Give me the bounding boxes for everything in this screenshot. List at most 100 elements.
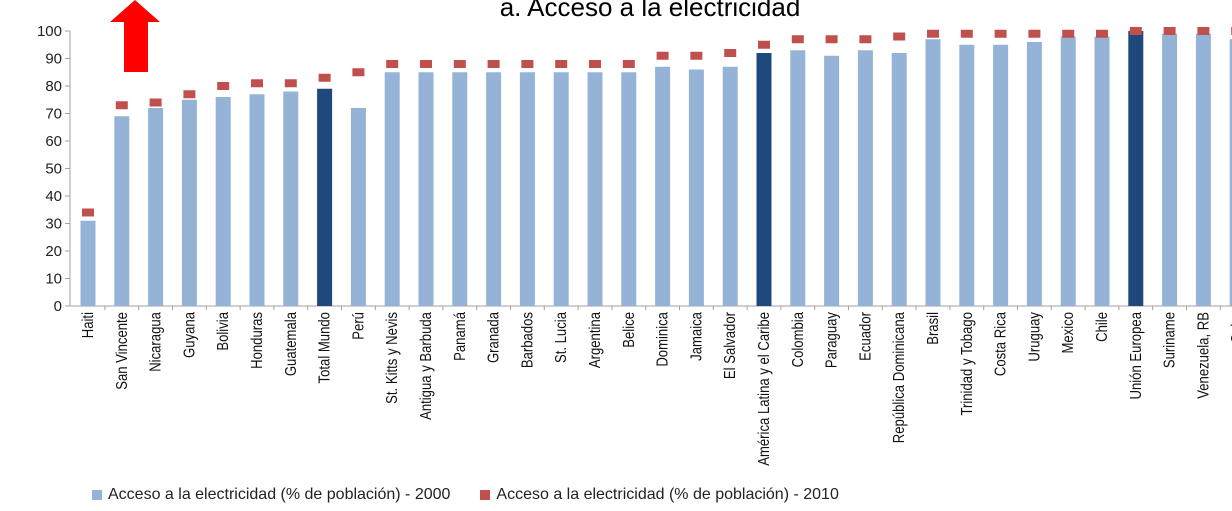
- marker-2010: [420, 60, 432, 68]
- bar-2000: [249, 94, 265, 306]
- x-tick-label: Chile: [1094, 312, 1111, 342]
- x-tick-label: El Salvador: [722, 312, 739, 379]
- marker-2010: [453, 60, 466, 68]
- bar-2000: [350, 108, 366, 306]
- bar-2000: [1162, 33, 1178, 306]
- y-tick-label: 30: [45, 216, 62, 233]
- x-tick-label: Dominica: [654, 311, 671, 366]
- x-tick-label: Antigua y Barbuda: [418, 311, 435, 420]
- bar-2000: [790, 50, 806, 306]
- x-tick-label: Nicaragua: [147, 311, 164, 372]
- x-tick-label: San Vincente: [114, 312, 131, 390]
- marker-2010: [1062, 29, 1075, 38]
- marker-2010: [555, 60, 568, 68]
- legend-label-2010: Acceso a la electricidad (% de población…: [496, 486, 839, 503]
- marker-2010: [1096, 29, 1108, 38]
- marker-2010: [927, 29, 939, 38]
- y-tick-label: 70: [45, 106, 62, 123]
- x-tick-label: Perú: [350, 312, 367, 340]
- bar-2000: [621, 72, 637, 306]
- marker-2010: [791, 35, 804, 44]
- marker-2010: [284, 79, 297, 88]
- y-tick-label: 20: [45, 243, 62, 260]
- marker-2010: [318, 73, 331, 82]
- legend-swatch-2010: [480, 490, 491, 500]
- legend-swatch-2000: [92, 490, 102, 500]
- bar-2000: [317, 88, 333, 306]
- x-tick-label: Bolivia: [215, 311, 232, 350]
- marker-2010: [622, 60, 635, 68]
- x-tick-label: Colombia: [790, 311, 807, 367]
- bar-2000: [181, 99, 197, 306]
- marker-2010: [859, 35, 872, 44]
- red-up-arrow-icon: [110, 0, 160, 72]
- bar-2000: [722, 66, 738, 306]
- x-tick-label: Costa Rica: [992, 311, 1009, 376]
- marker-2010: [352, 68, 365, 77]
- bar-2000: [148, 108, 164, 306]
- bar-2000: [384, 72, 400, 306]
- marker-2010: [960, 29, 973, 38]
- bar-2000: [519, 72, 535, 306]
- bar-2000: [80, 220, 96, 306]
- x-tick-label: América Latina y el Caribe: [756, 312, 773, 466]
- bar-2000: [824, 55, 840, 306]
- x-tick-label: Belice: [621, 312, 638, 348]
- bar-2000: [215, 97, 231, 306]
- marker-2010: [589, 60, 601, 68]
- marker-2010: [487, 60, 500, 68]
- marker-2010: [386, 60, 399, 68]
- bar-2000: [959, 44, 975, 306]
- x-tick-label: Suriname: [1161, 312, 1178, 368]
- marker-2010: [690, 51, 703, 60]
- bar-2000: [283, 91, 299, 306]
- y-tick-label: 50: [45, 161, 62, 178]
- x-tick-label: Honduras: [249, 312, 266, 369]
- bar-2000: [857, 50, 873, 306]
- legend-item-2010: Acceso a la electricidad (% de población…: [480, 486, 839, 504]
- bar-2000: [925, 39, 941, 306]
- legend: Acceso a la electricidad (% de población…: [92, 486, 869, 504]
- x-tick-label: St. Lucia: [553, 311, 570, 363]
- marker-2010: [521, 60, 534, 68]
- chart-title: a. Acceso a la electricidad: [499, 0, 801, 22]
- bar-2000: [1195, 33, 1211, 306]
- y-tick-label: 100: [37, 23, 62, 40]
- x-tick-label: Guyana: [181, 311, 198, 358]
- bar-2000: [452, 72, 468, 306]
- bar-2000: [587, 72, 603, 306]
- x-tick-label: Venezuela, RB: [1195, 312, 1212, 399]
- bar-2000: [1094, 36, 1110, 306]
- y-tick-label: 10: [45, 271, 62, 288]
- marker-2010: [724, 49, 737, 57]
- x-tick-label: Barbados: [519, 312, 536, 368]
- x-tick-label: Argentina: [587, 311, 604, 368]
- marker-2010: [893, 32, 906, 41]
- marker-2010: [1163, 27, 1176, 35]
- y-tick-label: 60: [45, 133, 62, 150]
- marker-2010: [1028, 29, 1041, 38]
- x-axis-labels: Haiti San Vincente Nicaragua Guyana Bolivia H…: [80, 306, 1232, 466]
- bar-2000: [756, 53, 772, 306]
- marker-2010: [251, 79, 263, 88]
- markers-2010: [82, 27, 1232, 217]
- x-tick-label: Haiti: [80, 312, 97, 338]
- y-tick-label: 0: [54, 298, 62, 315]
- bar-2000: [1026, 42, 1042, 306]
- x-tick-label: St. Kitts y Nevis: [384, 312, 401, 404]
- x-tick-label: Mexico: [1060, 312, 1077, 354]
- legend-label-2000: Acceso a la electricidad (% de población…: [108, 486, 451, 503]
- bar-2000: [553, 72, 569, 306]
- x-tick-label: Unión Europea: [1128, 311, 1145, 399]
- marker-2010: [656, 51, 669, 60]
- x-tick-label: Ecuador: [857, 312, 874, 361]
- marker-2010: [825, 35, 838, 44]
- bar-2000: [486, 72, 502, 306]
- x-tick-label: Paraguay: [823, 311, 840, 368]
- marker-2010: [758, 40, 770, 49]
- y-axis: 0 10 20 30 40 50 60 70 80 90 100: [37, 23, 1232, 315]
- marker-2010: [183, 90, 196, 99]
- bar-2000: [993, 44, 1009, 306]
- marker-2010: [149, 98, 162, 107]
- marker-2010: [115, 101, 128, 110]
